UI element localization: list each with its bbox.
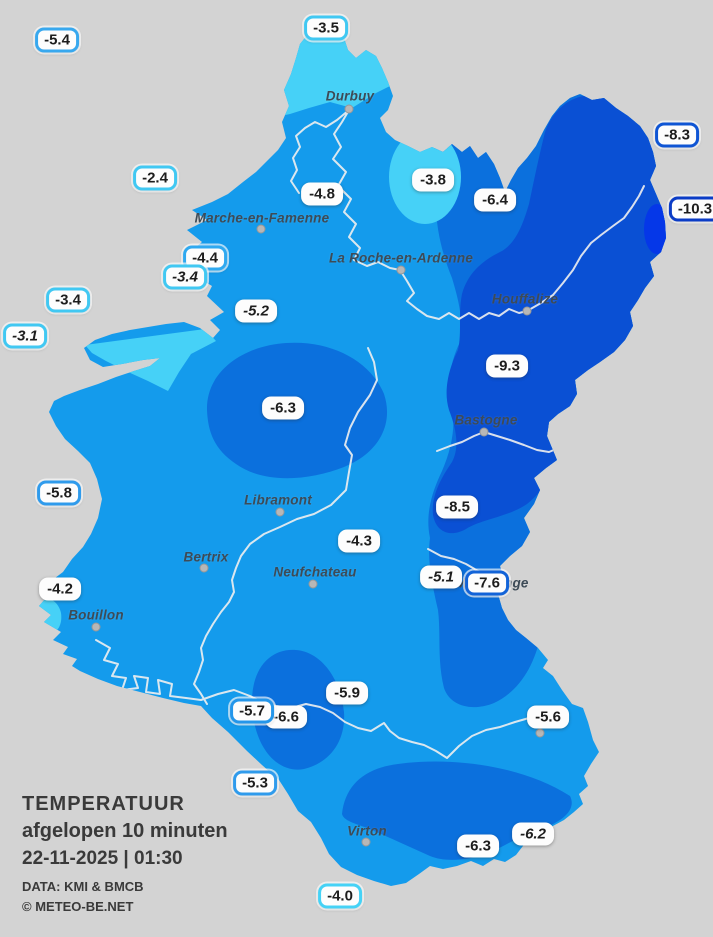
temp-label: -2.4 [133, 165, 177, 191]
temp-label: -8.3 [655, 122, 699, 148]
city-dot [479, 427, 489, 437]
page-title: TEMPERATUUR [22, 793, 185, 815]
temp-label: -3.4 [163, 264, 207, 290]
temp-label: -5.8 [37, 480, 81, 506]
region-warm-north-tip [272, 30, 432, 118]
city-label: Durbuy [325, 88, 375, 104]
temp-label: -5.1 [420, 565, 462, 589]
city-dot [199, 563, 209, 573]
temp-label: -5.2 [235, 299, 277, 323]
city-dot [522, 306, 532, 316]
title-block: TEMPERATUUR afgelopen 10 minuten 22-11-2… [22, 791, 228, 916]
temp-label: -6.3 [262, 396, 304, 420]
river-ourthe [290, 109, 645, 320]
datetime-label: 22-11-2025 | 01:30 [22, 848, 183, 869]
city-label: La Roche-en-Ardenne [328, 250, 474, 266]
temp-label: -4.8 [301, 182, 343, 206]
temp-label: -5.4 [35, 27, 79, 53]
city-label: Bouillon [68, 607, 124, 623]
city-label: Libramont [244, 492, 312, 508]
region-coldest-east-spot [644, 204, 666, 254]
temp-label: -5.3 [233, 770, 277, 796]
city-dot [308, 579, 318, 589]
city-dot [361, 837, 371, 847]
temp-label: -4.2 [39, 577, 81, 601]
city-label: Neufchateau [273, 564, 357, 580]
city-label: Bastogne [454, 412, 518, 428]
temp-label: -6.4 [474, 188, 516, 212]
city-label: Virton [347, 823, 387, 839]
copyright-label: © METEO-BE.NET [22, 899, 134, 914]
temp-label: -5.9 [326, 681, 368, 705]
city-dot [396, 265, 406, 275]
temp-label: -6.6 [265, 705, 307, 729]
temp-label: -10.3 [668, 196, 713, 222]
page-subtitle: afgelopen 10 minuten [22, 820, 228, 842]
city-dot [91, 622, 101, 632]
temp-label: -8.5 [436, 495, 478, 519]
region-colder-bastogne [432, 95, 666, 534]
district-boundary-center [193, 347, 378, 705]
data-source-label: DATA: KMI & BMCB [22, 879, 144, 894]
temp-label: -4.4 [183, 245, 227, 271]
temp-label: -5.6 [527, 705, 569, 729]
temp-label: -6.2 [512, 822, 554, 846]
temp-label: -4.0 [318, 883, 362, 909]
city-label: Marche-en-Famenne [194, 210, 330, 226]
temp-label: -6.3 [457, 834, 499, 858]
temp-label: -5.7 [230, 698, 274, 724]
city-dot [275, 507, 285, 517]
temp-label: -7.6 [465, 570, 509, 596]
temp-label: -4.3 [338, 529, 380, 553]
temp-label: -3.8 [412, 168, 454, 192]
city-dot [256, 224, 266, 234]
temp-label: -3.5 [304, 15, 348, 41]
temp-label: -3.1 [3, 323, 47, 349]
boundary-bastogne-east [436, 431, 557, 453]
city-label: Bertrix [183, 549, 229, 565]
city-label: Houffalize [491, 291, 559, 307]
city-dot [344, 104, 354, 114]
temp-label: -9.3 [486, 354, 528, 378]
temp-label: -3.4 [46, 287, 90, 313]
city-dot [535, 728, 545, 738]
